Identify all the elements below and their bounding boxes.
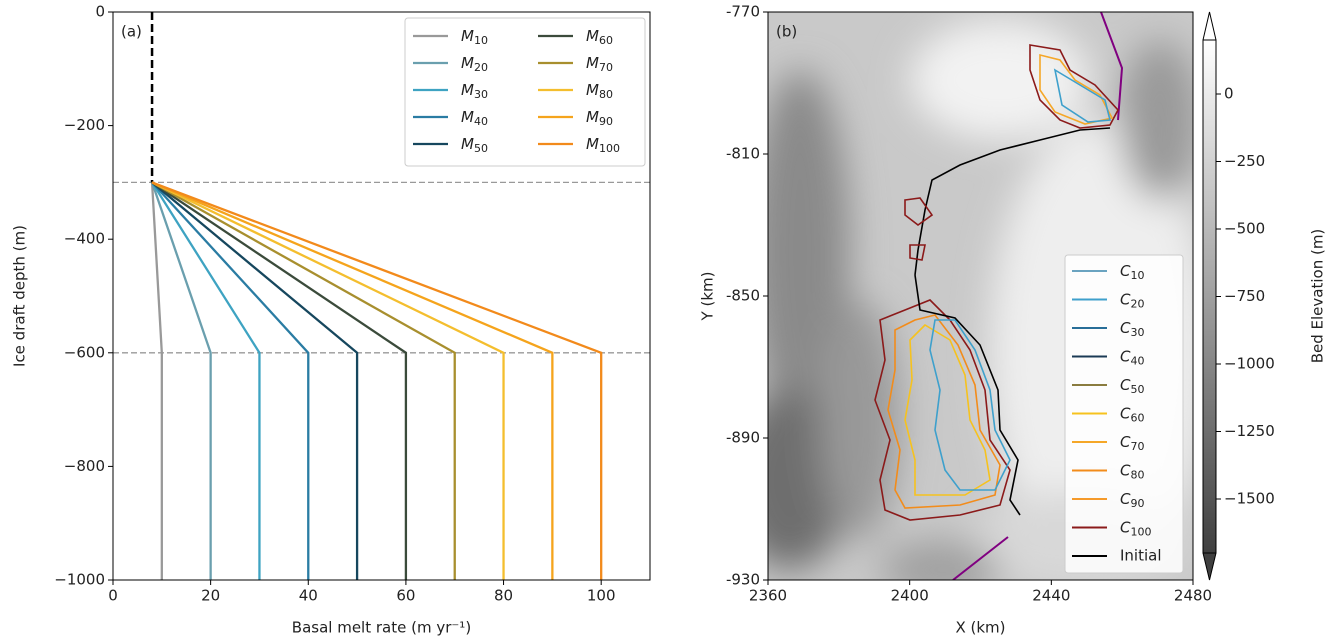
colorbar-extend bbox=[1202, 11, 1217, 41]
legend-label: C20 bbox=[1120, 290, 1144, 311]
legend-label: C100 bbox=[1120, 518, 1151, 539]
legend-label: M60 bbox=[586, 27, 613, 48]
series-line bbox=[151, 181, 456, 580]
colorbar-extend bbox=[1202, 552, 1217, 581]
colorbar-tick-label: −750 bbox=[1224, 287, 1265, 305]
legend-label: M20 bbox=[461, 54, 488, 75]
legend-label: M10 bbox=[461, 27, 488, 48]
series-line bbox=[151, 181, 310, 580]
colorbar-tick-label: −250 bbox=[1224, 152, 1265, 170]
colorbar-tick-label: −1500 bbox=[1224, 490, 1275, 508]
x-tick-label: 20 bbox=[201, 587, 220, 605]
y-tick-label: 0 bbox=[95, 3, 105, 21]
legend-label: C30 bbox=[1120, 319, 1144, 340]
legend-label: C50 bbox=[1120, 376, 1144, 397]
series-line bbox=[151, 181, 261, 580]
colorbar-tick-label: −1250 bbox=[1224, 422, 1275, 440]
legend-label: Initial bbox=[1120, 547, 1162, 565]
y-axis-label: Ice draft depth (m) bbox=[11, 225, 29, 367]
colorbar-label: Bed Elevation (m) bbox=[1309, 229, 1327, 364]
legend-label: M50 bbox=[461, 135, 488, 156]
x-axis-label: X (km) bbox=[955, 619, 1005, 637]
legend-label: M40 bbox=[461, 108, 488, 129]
series-line bbox=[151, 181, 505, 580]
legend-label: C60 bbox=[1120, 404, 1144, 425]
series-line bbox=[151, 181, 408, 580]
y-tick-label: −400 bbox=[64, 230, 105, 248]
colorbar-tick-label: −1000 bbox=[1224, 355, 1275, 373]
legend-label: C70 bbox=[1120, 433, 1144, 454]
legend-label: C80 bbox=[1120, 461, 1144, 482]
y-axis-label: Y (km) bbox=[699, 272, 717, 322]
legend-label: C10 bbox=[1120, 262, 1144, 283]
x-tick-label: 100 bbox=[587, 587, 616, 605]
x-tick-label: 2360 bbox=[749, 587, 787, 605]
series-line bbox=[151, 181, 554, 580]
legend-label: C40 bbox=[1120, 347, 1144, 368]
y-tick-label: -890 bbox=[726, 429, 760, 447]
legend-box bbox=[1064, 254, 1184, 574]
legend-label: M30 bbox=[461, 81, 488, 102]
plot-frame bbox=[112, 11, 651, 581]
contour-outlines bbox=[874, 44, 1119, 521]
legend-label: C90 bbox=[1120, 490, 1144, 511]
x-tick-label: 2480 bbox=[1174, 587, 1212, 605]
legend-box bbox=[404, 17, 646, 167]
x-axis-label: Basal melt rate (m yr⁻¹) bbox=[292, 619, 471, 637]
series-line bbox=[150, 182, 212, 580]
colorbar-tick-label: −500 bbox=[1224, 220, 1265, 238]
y-tick-label: -850 bbox=[726, 287, 760, 305]
x-tick-label: 60 bbox=[396, 587, 415, 605]
y-tick-label: -930 bbox=[726, 571, 760, 589]
colorbar-tick-label: 0 bbox=[1224, 85, 1234, 103]
y-tick-label: −800 bbox=[64, 457, 105, 475]
series-line bbox=[151, 181, 359, 580]
y-tick-label: -770 bbox=[726, 3, 760, 21]
x-tick-label: 40 bbox=[299, 587, 318, 605]
legend-label: M80 bbox=[586, 81, 613, 102]
legend-label: M100 bbox=[586, 135, 620, 156]
x-tick-label: 80 bbox=[494, 587, 513, 605]
y-tick-label: -810 bbox=[726, 145, 760, 163]
x-tick-label: 2440 bbox=[1032, 587, 1070, 605]
series-line bbox=[150, 182, 163, 580]
x-tick-label: 2400 bbox=[891, 587, 929, 605]
legend-label: M90 bbox=[586, 108, 613, 129]
y-tick-label: −600 bbox=[64, 343, 105, 361]
series-line bbox=[151, 181, 603, 580]
legend-label: M70 bbox=[586, 54, 613, 75]
y-tick-label: −200 bbox=[64, 116, 105, 134]
panel-label: (b) bbox=[776, 23, 797, 41]
x-tick-label: 0 bbox=[108, 587, 118, 605]
panel-label: (a) bbox=[121, 23, 142, 41]
y-tick-label: −1000 bbox=[54, 571, 105, 589]
colorbar bbox=[1203, 40, 1216, 553]
